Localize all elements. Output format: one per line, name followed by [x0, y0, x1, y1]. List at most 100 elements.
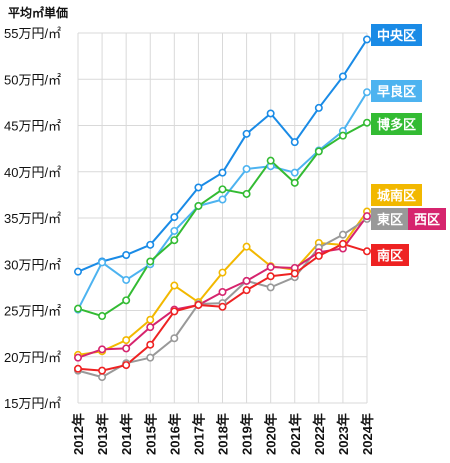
data-point — [362, 88, 371, 97]
data-point — [242, 286, 251, 295]
data-point — [146, 257, 155, 266]
y-tick-label: 40万円/㎡ — [4, 165, 61, 180]
y-tick-label: 20万円/㎡ — [4, 350, 61, 365]
y-tick-label: 35万円/㎡ — [4, 211, 61, 226]
x-tick-labels: 2012年 2013年 2014年 2015年 2016年 2017年 2018年 2019年… — [71, 413, 375, 455]
series-label-text: 中央区 — [377, 28, 416, 43]
data-point — [314, 103, 323, 112]
series-label-text: 南区 — [377, 248, 403, 263]
x-tick-label: 2020年 — [264, 413, 279, 455]
series-label-badge — [371, 208, 409, 230]
data-point — [146, 315, 155, 324]
series-label-badge — [371, 113, 422, 135]
data-point — [266, 109, 275, 118]
y-axis-title: 平均㎡単価 — [8, 5, 68, 20]
x-tick-label: 2012年 — [71, 413, 86, 455]
data-point — [170, 226, 179, 235]
y-tick-label: 55万円/㎡ — [4, 26, 61, 41]
series-label-text: 博多区 — [377, 117, 416, 132]
x-tick-label: 2022年 — [312, 413, 327, 455]
data-point — [362, 212, 371, 221]
data-point — [218, 195, 227, 204]
series-label-badge — [371, 24, 422, 46]
data-point — [266, 272, 275, 281]
series-label-badge — [371, 244, 409, 266]
y-tick-label: 25万円/㎡ — [4, 304, 61, 319]
x-tick-label: 2019年 — [240, 413, 255, 455]
data-point — [122, 344, 131, 353]
data-point — [290, 168, 299, 177]
data-point — [242, 189, 251, 198]
data-point — [74, 353, 83, 362]
data-point — [266, 283, 275, 292]
series-label-text: 東区 — [377, 212, 403, 227]
series-lines — [74, 35, 371, 382]
data-point — [170, 236, 179, 245]
data-point — [218, 268, 227, 277]
x-tick-label: 2014年 — [119, 413, 134, 455]
data-point — [98, 373, 107, 382]
y-tick-label: 15万円/㎡ — [4, 396, 61, 411]
x-tick-label: 2017年 — [191, 413, 206, 455]
data-point — [290, 138, 299, 147]
data-point — [74, 267, 83, 276]
data-point — [242, 276, 251, 285]
data-point — [338, 72, 347, 81]
data-point — [314, 147, 323, 156]
data-point — [242, 242, 251, 251]
data-point — [170, 334, 179, 343]
data-point — [218, 185, 227, 194]
data-point — [122, 296, 131, 305]
data-point — [314, 251, 323, 260]
data-point — [122, 251, 131, 260]
series-label-text: 西区 — [414, 212, 440, 227]
data-point — [74, 304, 83, 313]
data-point — [218, 168, 227, 177]
data-point — [146, 240, 155, 249]
x-tick-label: 2013年 — [95, 413, 110, 455]
x-tick-label: 2018年 — [216, 413, 231, 455]
series-label-badge — [371, 184, 422, 206]
data-point — [170, 281, 179, 290]
data-point — [98, 366, 107, 375]
data-point — [122, 361, 131, 370]
data-point — [194, 201, 203, 210]
x-tick-label: 2015年 — [143, 413, 158, 455]
data-point — [194, 300, 203, 309]
y-tick-label: 30万円/㎡ — [4, 257, 61, 272]
data-point — [290, 269, 299, 278]
data-point — [242, 129, 251, 138]
data-point — [146, 353, 155, 362]
series-label-badge — [408, 208, 446, 230]
data-point — [218, 302, 227, 311]
data-point — [170, 307, 179, 316]
data-point — [266, 263, 275, 272]
data-point — [194, 183, 203, 192]
data-point — [242, 164, 251, 173]
series-label-badge — [371, 80, 422, 102]
data-point — [338, 239, 347, 248]
data-point — [74, 364, 83, 373]
data-point — [218, 287, 227, 296]
data-point — [338, 230, 347, 239]
data-point — [98, 345, 107, 354]
x-tick-label: 2016年 — [167, 413, 182, 455]
data-point — [98, 312, 107, 321]
data-point — [290, 178, 299, 187]
grid-lines — [77, 32, 368, 404]
series-label-text: 早良区 — [377, 84, 416, 99]
x-tick-label: 2023年 — [336, 413, 351, 455]
data-point — [338, 131, 347, 140]
x-tick-label: 2021年 — [288, 413, 303, 455]
data-point — [122, 336, 131, 345]
data-point — [98, 258, 107, 267]
y-tick-label: 50万円/㎡ — [4, 72, 61, 87]
data-point — [362, 35, 371, 44]
data-point — [266, 156, 275, 165]
y-tick-labels: 15万円/㎡ 20万円/㎡ 25万円/㎡ 30万円/㎡ 35万円/㎡ 40万円/㎡ 45万円… — [4, 26, 61, 411]
data-point — [170, 213, 179, 222]
series-label-text: 城南区 — [377, 188, 416, 203]
x-tick-label: 2024年 — [360, 413, 375, 455]
